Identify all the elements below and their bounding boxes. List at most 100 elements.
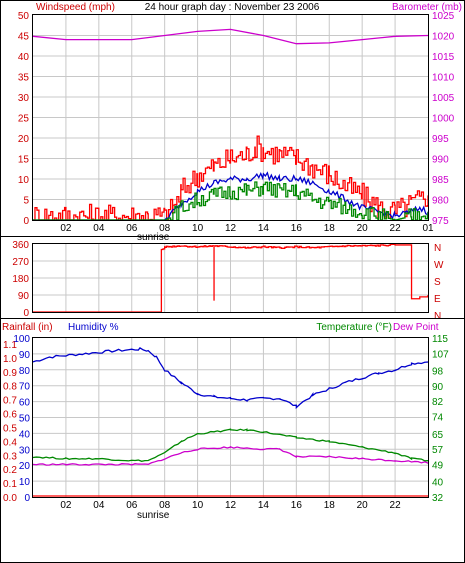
x-tick-label: 16 (291, 223, 303, 234)
windspeed-tick: 40 (18, 52, 30, 63)
panel1-ticks: 0510152025303540455097598098599099510001… (18, 11, 455, 234)
temperature-tick: 65 (432, 430, 444, 441)
barometer-tick: 1015 (432, 52, 455, 63)
panel3-series (32, 347, 429, 497)
windspeed-tick: 50 (18, 11, 30, 22)
x-tick-label: 04 (93, 500, 105, 511)
windspeed-axis-label: Windspeed (mph) (36, 2, 115, 13)
x-tick-label: 08 (159, 223, 171, 234)
direction-tick: 90 (18, 291, 30, 302)
x-tick-label: 06 (126, 500, 138, 511)
compass-tick: N (434, 311, 441, 322)
compass-tick: N (434, 243, 441, 254)
x-tick-label: 08 (159, 500, 171, 511)
rainfall-tick: 0.4 (3, 437, 17, 448)
rainfall-tick: 0.6 (3, 410, 17, 421)
panel1-frame (32, 14, 429, 221)
direction-tick: 180 (12, 274, 29, 285)
series-dew-point (32, 445, 429, 466)
x-tick-label: 14 (258, 500, 270, 511)
temperature-tick: 98 (432, 367, 444, 378)
rainfall-tick: 1.1 (3, 340, 17, 351)
temperature-tick: 115 (432, 334, 448, 345)
panel3-ticks: 0.0 0.1 0.2 0.3 0.4 0.5 0.6 0.7 0.8 0.9 1.0 1.1 0 10 2… (3, 334, 449, 511)
x-tick-label: 01 (422, 223, 434, 234)
x-tick-label: 22 (390, 500, 402, 511)
humidity-tick: 60 (19, 398, 31, 409)
x-tick-label: 04 (93, 223, 105, 234)
temperature-axis-label: Temperature (°F) (316, 322, 392, 333)
temperature-tick: 57 (432, 445, 444, 456)
windspeed-tick: 25 (18, 114, 30, 125)
barometer-tick: 1005 (432, 93, 455, 104)
sunrise-label-3: sunrise (137, 510, 170, 521)
barometer-tick: 1020 (432, 32, 455, 43)
compass-tick: S (434, 277, 441, 288)
x-tick-label: 12 (225, 223, 237, 234)
panel3-frame (32, 337, 429, 498)
series-gust (33, 135, 429, 221)
temperature-tick: 32 (432, 493, 444, 504)
x-tick-label: 18 (324, 223, 336, 234)
windspeed-tick: 45 (18, 32, 30, 43)
x-tick-label: 20 (357, 223, 369, 234)
rainfall-axis-label: Rainfall (in) (2, 322, 53, 333)
temperature-tick: 107 (432, 349, 449, 360)
humidity-tick: 70 (19, 382, 31, 393)
humidity-tick: 30 (19, 445, 31, 456)
rainfall-tick: 0.3 (3, 451, 17, 462)
x-tick-label: 10 (192, 500, 204, 511)
barometer-tick: 1000 (432, 114, 455, 125)
series-temperature (32, 428, 429, 462)
compass-tick: W (434, 260, 444, 271)
humidity-tick: 40 (19, 429, 31, 440)
windspeed-tick: 30 (18, 93, 30, 104)
temperature-tick: 82 (432, 397, 444, 408)
x-tick-label: 02 (60, 223, 72, 234)
barometer-tick: 990 (432, 155, 449, 166)
humidity-tick: 10 (19, 477, 31, 488)
sunrise-label-1: sunrise (137, 232, 170, 243)
humidity-tick: 50 (19, 414, 31, 425)
barometer-tick: 980 (432, 196, 449, 207)
rainfall-tick: 0.7 (3, 396, 17, 407)
windspeed-tick: 35 (18, 73, 30, 84)
x-tick-label: 10 (192, 223, 204, 234)
x-tick-label: 18 (324, 500, 336, 511)
humidity-tick: 0 (24, 493, 30, 504)
barometer-tick: 1010 (432, 73, 455, 84)
rainfall-tick: 1.0 (3, 354, 17, 365)
panel3-grid (33, 338, 428, 497)
dewpoint-axis-label: Dew Point (393, 322, 439, 333)
rainfall-tick: 0.5 (3, 423, 17, 434)
panel2-grid (33, 244, 428, 312)
humidity-tick: 90 (19, 350, 31, 361)
direction-tick: 0 (23, 308, 29, 319)
compass-tick: E (434, 294, 441, 305)
direction-tick: 360 (12, 240, 29, 251)
humidity-tick: 80 (19, 366, 31, 377)
humidity-tick: 100 (13, 334, 30, 345)
panel2-frame (32, 243, 429, 313)
temperature-tick: 40 (432, 478, 444, 489)
x-tick-label: 14 (258, 223, 270, 234)
rainfall-tick: 0.1 (3, 479, 17, 490)
rainfall-tick: 0.8 (3, 382, 17, 393)
x-tick-label: 20 (357, 500, 369, 511)
chart-title: 24 hour graph day : November 23 2006 (145, 2, 320, 13)
barometer-tick: 1025 (432, 11, 455, 22)
barometer-tick: 995 (432, 134, 449, 145)
x-tick-label: 12 (225, 500, 237, 511)
temperature-tick: 74 (432, 413, 444, 424)
windspeed-tick: 5 (23, 196, 29, 207)
rainfall-tick: 0.2 (3, 465, 17, 476)
barometer-axis-label: Barometer (mb) (392, 2, 462, 13)
direction-tick: 270 (12, 257, 29, 268)
temperature-tick: 49 (432, 460, 444, 471)
windspeed-tick: 15 (18, 155, 30, 166)
windspeed-tick: 20 (18, 134, 30, 145)
series-barometer--mb- (32, 28, 429, 45)
